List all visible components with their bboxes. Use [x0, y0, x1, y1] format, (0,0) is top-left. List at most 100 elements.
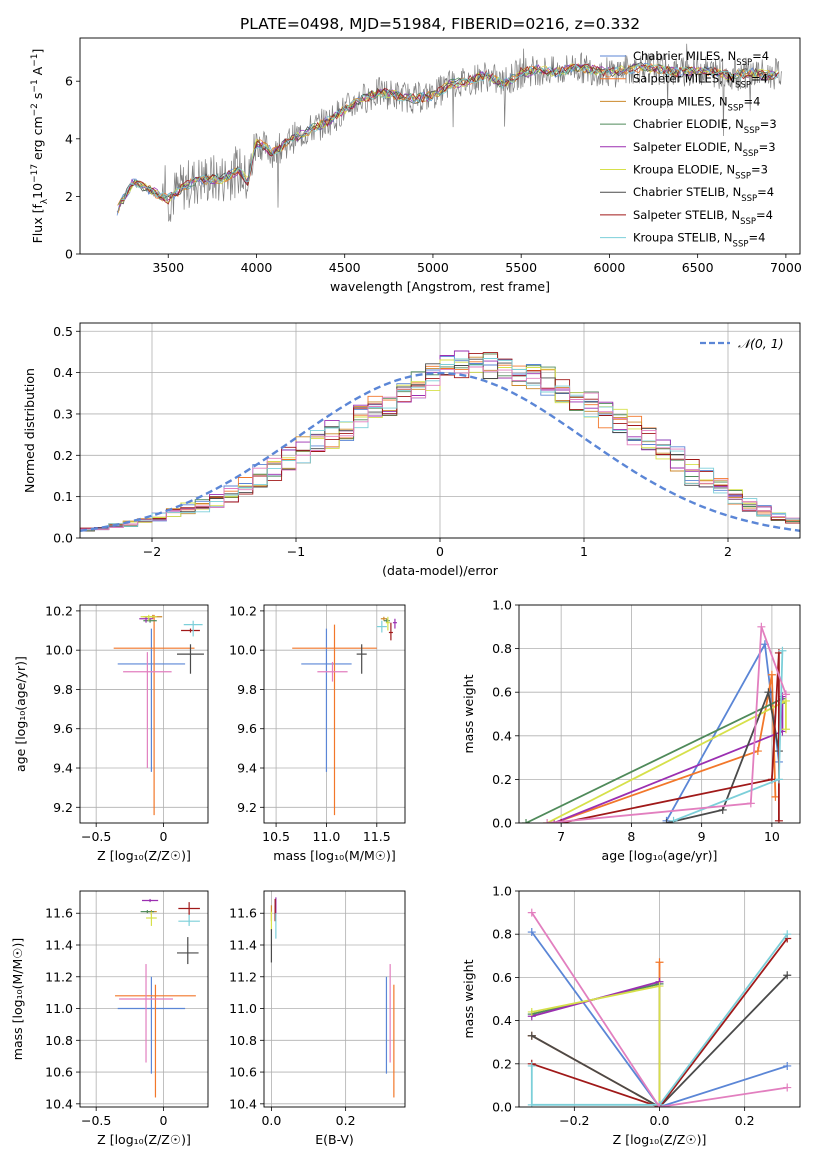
weight-line [666, 688, 780, 823]
histogram-step [80, 366, 800, 531]
chart-weight-vs-age: 7 8 9 10 0.0 0.2 0.4 0.6 0.8 1.0 age [log₁₀(age/yr… [461, 598, 801, 863]
legend-label: Kroupa STELIB, NSSP=4 [633, 231, 765, 250]
weight-marker [718, 805, 727, 814]
weight-marker [774, 775, 783, 784]
y-axis-label-part: erg cm [30, 116, 45, 164]
errorbar-point [140, 910, 155, 914]
chart-weight-vs-Z: −0.2 0.0 0.2 0.0 0.2 0.4 0.6 0.8 1.0 Z [log₁₀(Z/Z… [461, 884, 801, 1147]
y-tick-label: 9.4 [237, 761, 257, 776]
x-tick-label: 0.0 [261, 1113, 281, 1128]
weight-marker [662, 819, 671, 823]
x-tick-label: 9 [698, 829, 706, 844]
weight-line [531, 974, 788, 1107]
axes-frame [263, 890, 406, 1108]
y-tick-label: 10.4 [45, 1096, 73, 1111]
axes-frame [79, 604, 209, 824]
legend-series-name: Salpeter ELODIE, N [633, 140, 743, 154]
y-tick-label: 0.4 [53, 365, 73, 380]
y-tick-label: 0.8 [492, 641, 512, 656]
y-tick-label: 0.0 [53, 531, 73, 546]
errorbar-point [183, 620, 203, 637]
x-tick-label: 10.5 [262, 829, 290, 844]
x-axis-label: age [log₁₀(age/yr)] [602, 848, 718, 863]
x-tick-label: 2 [724, 544, 732, 559]
legend-series-name: Salpeter STELIB, N [633, 208, 740, 222]
plot-area [115, 898, 200, 1098]
x-tick-label: 3500 [152, 260, 184, 275]
errorbar-point [380, 616, 387, 621]
y-tick-label: 1.0 [492, 598, 512, 613]
weight-line [546, 699, 787, 823]
errorbar-point [177, 644, 204, 674]
x-tick-label: 5500 [505, 260, 537, 275]
chart-age-vs-Z: −0.5 0 9.2 9.4 9.6 9.8 10.0 10.2 Z [log₁₀(Z/Z☉)]… [13, 603, 209, 863]
legend-subscript: SSP [728, 103, 744, 113]
y-axis-label-part: s [30, 93, 45, 104]
errorbar-point [292, 624, 377, 816]
chart-age-vs-mass: 10.5 11.0 11.5 9.2 9.4 9.6 9.8 10.0 10.2 mass [lo… [229, 603, 406, 863]
weight-marker [757, 622, 766, 631]
legend-value: =4 [756, 208, 773, 222]
y-tick-label: 0.8 [492, 927, 512, 942]
x-axis-label: Z [log₁₀(Z/Z☉)] [613, 1132, 707, 1147]
x-tick-label: 0.2 [336, 1113, 356, 1128]
grid [80, 891, 208, 1107]
y-axis-label: Flux [fλ10−17 erg cm−2 s−1 A−1] [30, 49, 50, 244]
y-tick-label: 0.0 [492, 1100, 512, 1115]
x-tick-label: 11.0 [313, 829, 341, 844]
x-tick-label: 7 [557, 829, 565, 844]
errorbar-point [117, 628, 186, 772]
x-tick-label: 1 [580, 544, 588, 559]
y-tick-label: 0.2 [53, 448, 73, 463]
spectrum-legend: Chabrier MILES, N SSP =4 Salpeter MILES, N S… [600, 49, 777, 250]
legend-series-name: Salpeter MILES, N [633, 72, 735, 86]
errorbar-point [317, 661, 348, 682]
model-line [120, 63, 779, 205]
legend-subscript: SSP [743, 149, 759, 159]
spectrum-data-line [116, 43, 783, 222]
weight-marker [764, 688, 773, 697]
x-tick-label: 6000 [594, 260, 626, 275]
weight-marker [655, 958, 664, 967]
errorbar-point [388, 622, 393, 641]
x-tick-label: 10 [764, 829, 780, 844]
y-axis-label-part: λ [40, 198, 50, 204]
plot-area [292, 616, 397, 816]
x-tick-label: 8 [627, 829, 635, 844]
legend-value: =4 [752, 49, 769, 63]
weight-marker [527, 1031, 536, 1040]
y-tick-label: 1.0 [492, 884, 512, 899]
y-axis-label-part: −1 [30, 54, 40, 67]
y-axis-label: age [log₁₀(age/yr)] [13, 656, 28, 772]
plot-area [527, 908, 792, 1107]
legend-value: =4 [751, 72, 768, 86]
y-tick-label: 11.4 [229, 938, 257, 953]
model-line [119, 63, 778, 204]
weight-marker [746, 799, 755, 808]
legend-label: Chabrier STELIB, NSSP=4 [633, 185, 774, 204]
weight-marker [778, 646, 787, 655]
weight-line [531, 937, 788, 1107]
errorbar-point [146, 911, 157, 926]
axes-frame [79, 890, 209, 1108]
weight-marker [767, 670, 776, 679]
errorbar-point [385, 616, 390, 631]
weight-line [531, 980, 661, 1107]
legend-label: Salpeter ELODIE, NSSP=3 [633, 140, 776, 159]
legend-label: Salpeter STELIB, NSSP=4 [633, 208, 773, 227]
legend-value: =4 [748, 231, 765, 245]
legend-series-name: Chabrier MILES, N [633, 49, 736, 63]
y-axis-label-part: −17 [30, 164, 40, 183]
y-axis-label: mass [log₁₀(M/M☉)] [10, 938, 25, 1060]
x-tick-label: 7000 [770, 260, 802, 275]
y-tick-label: 0.2 [492, 772, 512, 787]
axes-frame [79, 322, 801, 539]
legend-label: Kroupa MILES, NSSP=4 [633, 94, 760, 113]
y-tick-label: 11.2 [229, 969, 257, 984]
plot-area [522, 622, 790, 823]
weight-line [530, 933, 788, 1106]
weight-marker [781, 725, 790, 734]
legend-series-name: Kroupa STELIB, N [633, 231, 733, 245]
chart-residuals: −2 −1 0 1 2 0.0 0.1 0.2 0.3 0.4 0.5 (data-model)/er… [22, 322, 801, 578]
weight-marker [783, 1061, 792, 1070]
